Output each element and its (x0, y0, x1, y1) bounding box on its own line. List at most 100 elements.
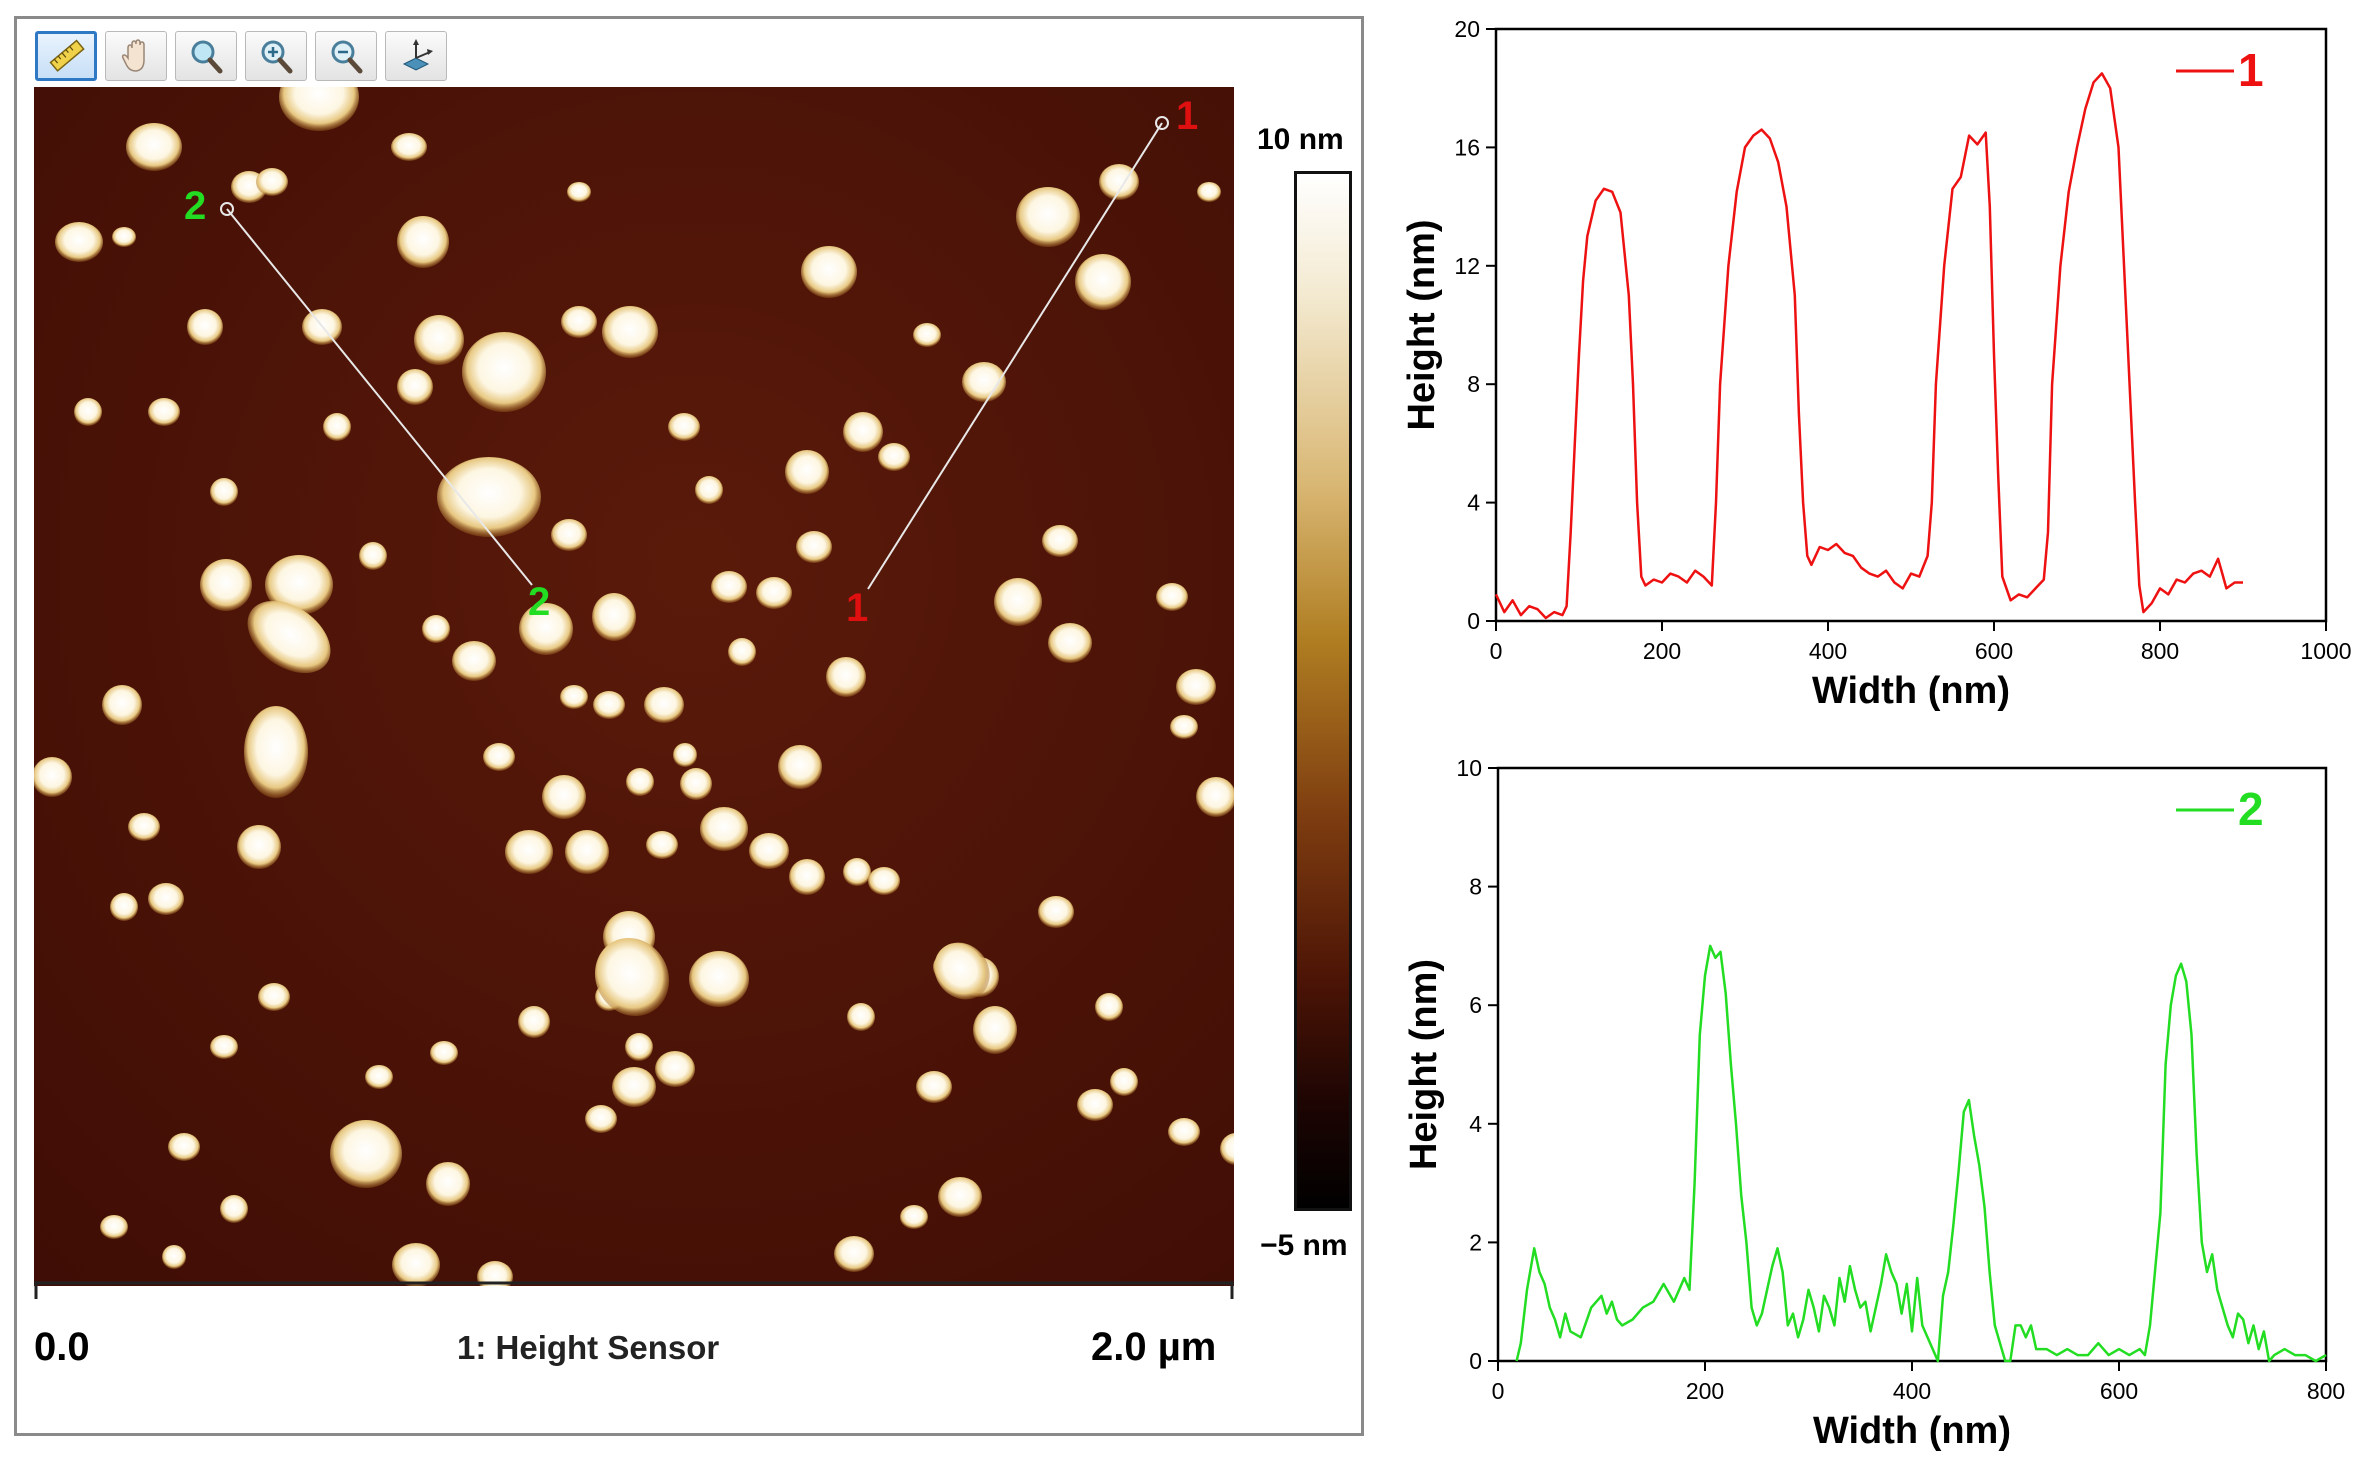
x-tick-label: 1000 (2300, 638, 2351, 664)
grain (102, 685, 142, 725)
grain (585, 1105, 617, 1133)
grain (1176, 669, 1216, 705)
grain (602, 306, 658, 358)
grain (785, 450, 829, 494)
grain (646, 831, 678, 859)
grain (397, 216, 449, 268)
ruler-tool-button[interactable] (35, 31, 97, 81)
afm-toolbar (35, 31, 447, 87)
grain (462, 332, 546, 412)
grain (711, 571, 747, 603)
grain (518, 1006, 550, 1038)
grain (843, 858, 871, 886)
grain (847, 1003, 875, 1031)
scale-bar (34, 1281, 1234, 1299)
y-tick-label: 8 (1469, 874, 1482, 900)
grain (391, 133, 427, 161)
grain (938, 1177, 982, 1217)
x-tick-label: 200 (1686, 1378, 1724, 1404)
grain-cluster (247, 600, 331, 674)
zoom-in-icon (261, 40, 293, 74)
grain (778, 745, 822, 789)
y-tick-label: 6 (1469, 992, 1482, 1018)
x-tick-label: 800 (2307, 1378, 2345, 1404)
grain (962, 362, 1006, 402)
grain (913, 323, 941, 347)
grain (560, 685, 588, 709)
grain (916, 1071, 952, 1103)
section-line-2[interactable] (226, 208, 533, 586)
grain (592, 593, 636, 641)
grain (789, 859, 825, 895)
grain (426, 1162, 470, 1206)
x-tick-label: 0 (1490, 638, 1503, 664)
scale-end-label: 2.0 µm (1091, 1325, 1217, 1369)
grain (55, 222, 103, 262)
y-tick-label: 10 (1456, 755, 1482, 781)
y-tick-label: 2 (1469, 1229, 1482, 1255)
grain (1042, 525, 1078, 557)
grain (359, 542, 387, 570)
grain (626, 768, 654, 796)
zoom-tool-button[interactable] (175, 31, 237, 81)
grain (483, 743, 515, 771)
x-tick-label: 600 (2100, 1378, 2138, 1404)
x-tick-label: 400 (1893, 1378, 1931, 1404)
afm-grains (34, 87, 1234, 1286)
afm-height-image[interactable]: 1 1 2 2 (34, 87, 1234, 1286)
grain (397, 369, 433, 405)
grain (542, 775, 586, 819)
section-1-start-label: 1 (846, 586, 868, 630)
y-axis-label: Height (nm) (1403, 959, 1445, 1170)
grain (210, 1035, 238, 1059)
grain (100, 1215, 128, 1239)
grain (1099, 164, 1139, 200)
grain (625, 1033, 653, 1061)
grain (1110, 1068, 1138, 1096)
grain (422, 615, 450, 643)
axes-icon (402, 39, 433, 71)
grain (256, 168, 288, 196)
grain (680, 768, 712, 800)
series-line-2 (1515, 944, 2327, 1363)
zoom-out-button[interactable] (315, 31, 377, 81)
grain (168, 1133, 200, 1161)
grain (843, 412, 883, 452)
grain (323, 413, 351, 441)
zoom-out-icon (331, 40, 363, 74)
grain (110, 893, 138, 921)
y-tick-label: 16 (1454, 134, 1480, 160)
magnifier-icon (191, 40, 223, 74)
x-axis-label: Width (nm) (1813, 1410, 2011, 1452)
y-tick-label: 0 (1467, 608, 1480, 634)
grain (1220, 1133, 1234, 1165)
section-line-1-end-handle[interactable] (1155, 116, 1169, 130)
grain (244, 706, 308, 798)
pan-tool-button[interactable] (105, 31, 167, 81)
view-3d-button[interactable] (385, 31, 447, 81)
grain-cluster (594, 937, 670, 1017)
grain (430, 1041, 458, 1065)
grain (834, 1236, 874, 1272)
plot-frame (1496, 766, 2328, 1363)
grain (644, 687, 684, 723)
grain (1038, 896, 1074, 928)
grain (561, 306, 597, 338)
grain (673, 743, 697, 767)
grain (593, 691, 625, 719)
grain (128, 813, 160, 841)
grain (567, 182, 591, 202)
zoom-in-button[interactable] (245, 31, 307, 81)
section-line-1[interactable] (867, 122, 1163, 590)
grain (187, 309, 223, 345)
y-tick-label: 20 (1454, 16, 1480, 42)
grain (279, 87, 359, 131)
grain (200, 559, 252, 611)
y-axis-label: Height (nm) (1401, 219, 1443, 430)
grain (1156, 583, 1188, 611)
x-tick-label: 600 (1975, 638, 2013, 664)
grain (1016, 187, 1080, 247)
grain (801, 246, 857, 298)
section-line-2-start-handle[interactable] (220, 202, 234, 216)
x-tick-label: 0 (1492, 1378, 1505, 1404)
